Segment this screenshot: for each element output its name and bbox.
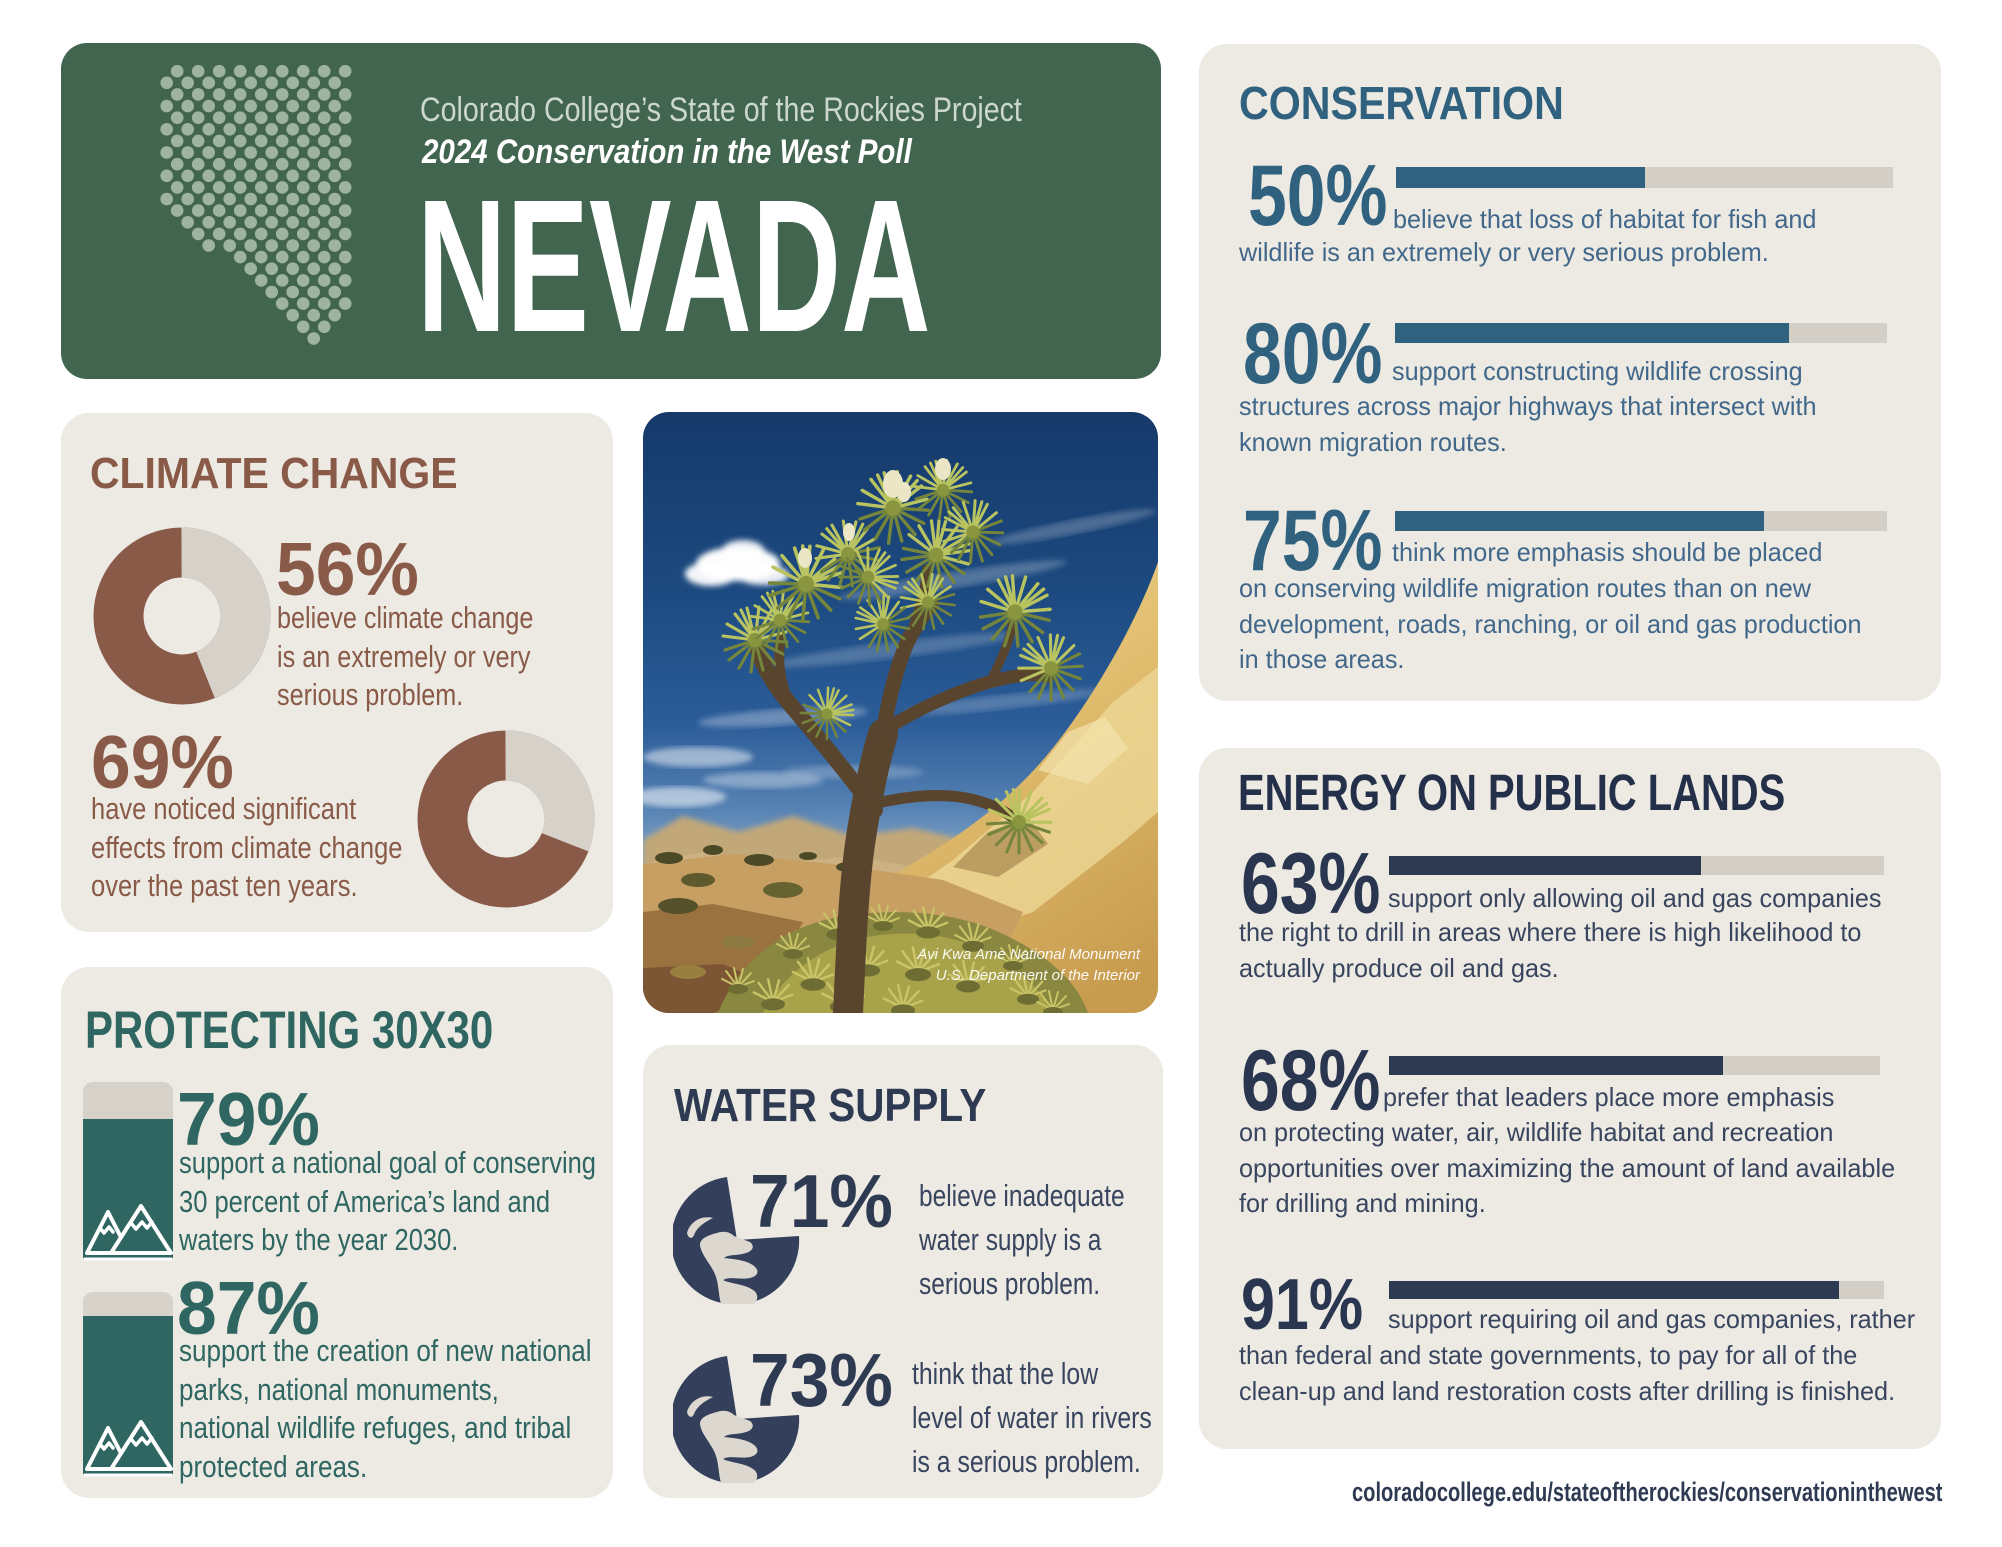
svg-text:U.S. Department of the Interio: U.S. Department of the Interior (936, 967, 1141, 984)
svg-text:Avi Kwa Ame National Monument: Avi Kwa Ame National Monument (916, 946, 1140, 963)
